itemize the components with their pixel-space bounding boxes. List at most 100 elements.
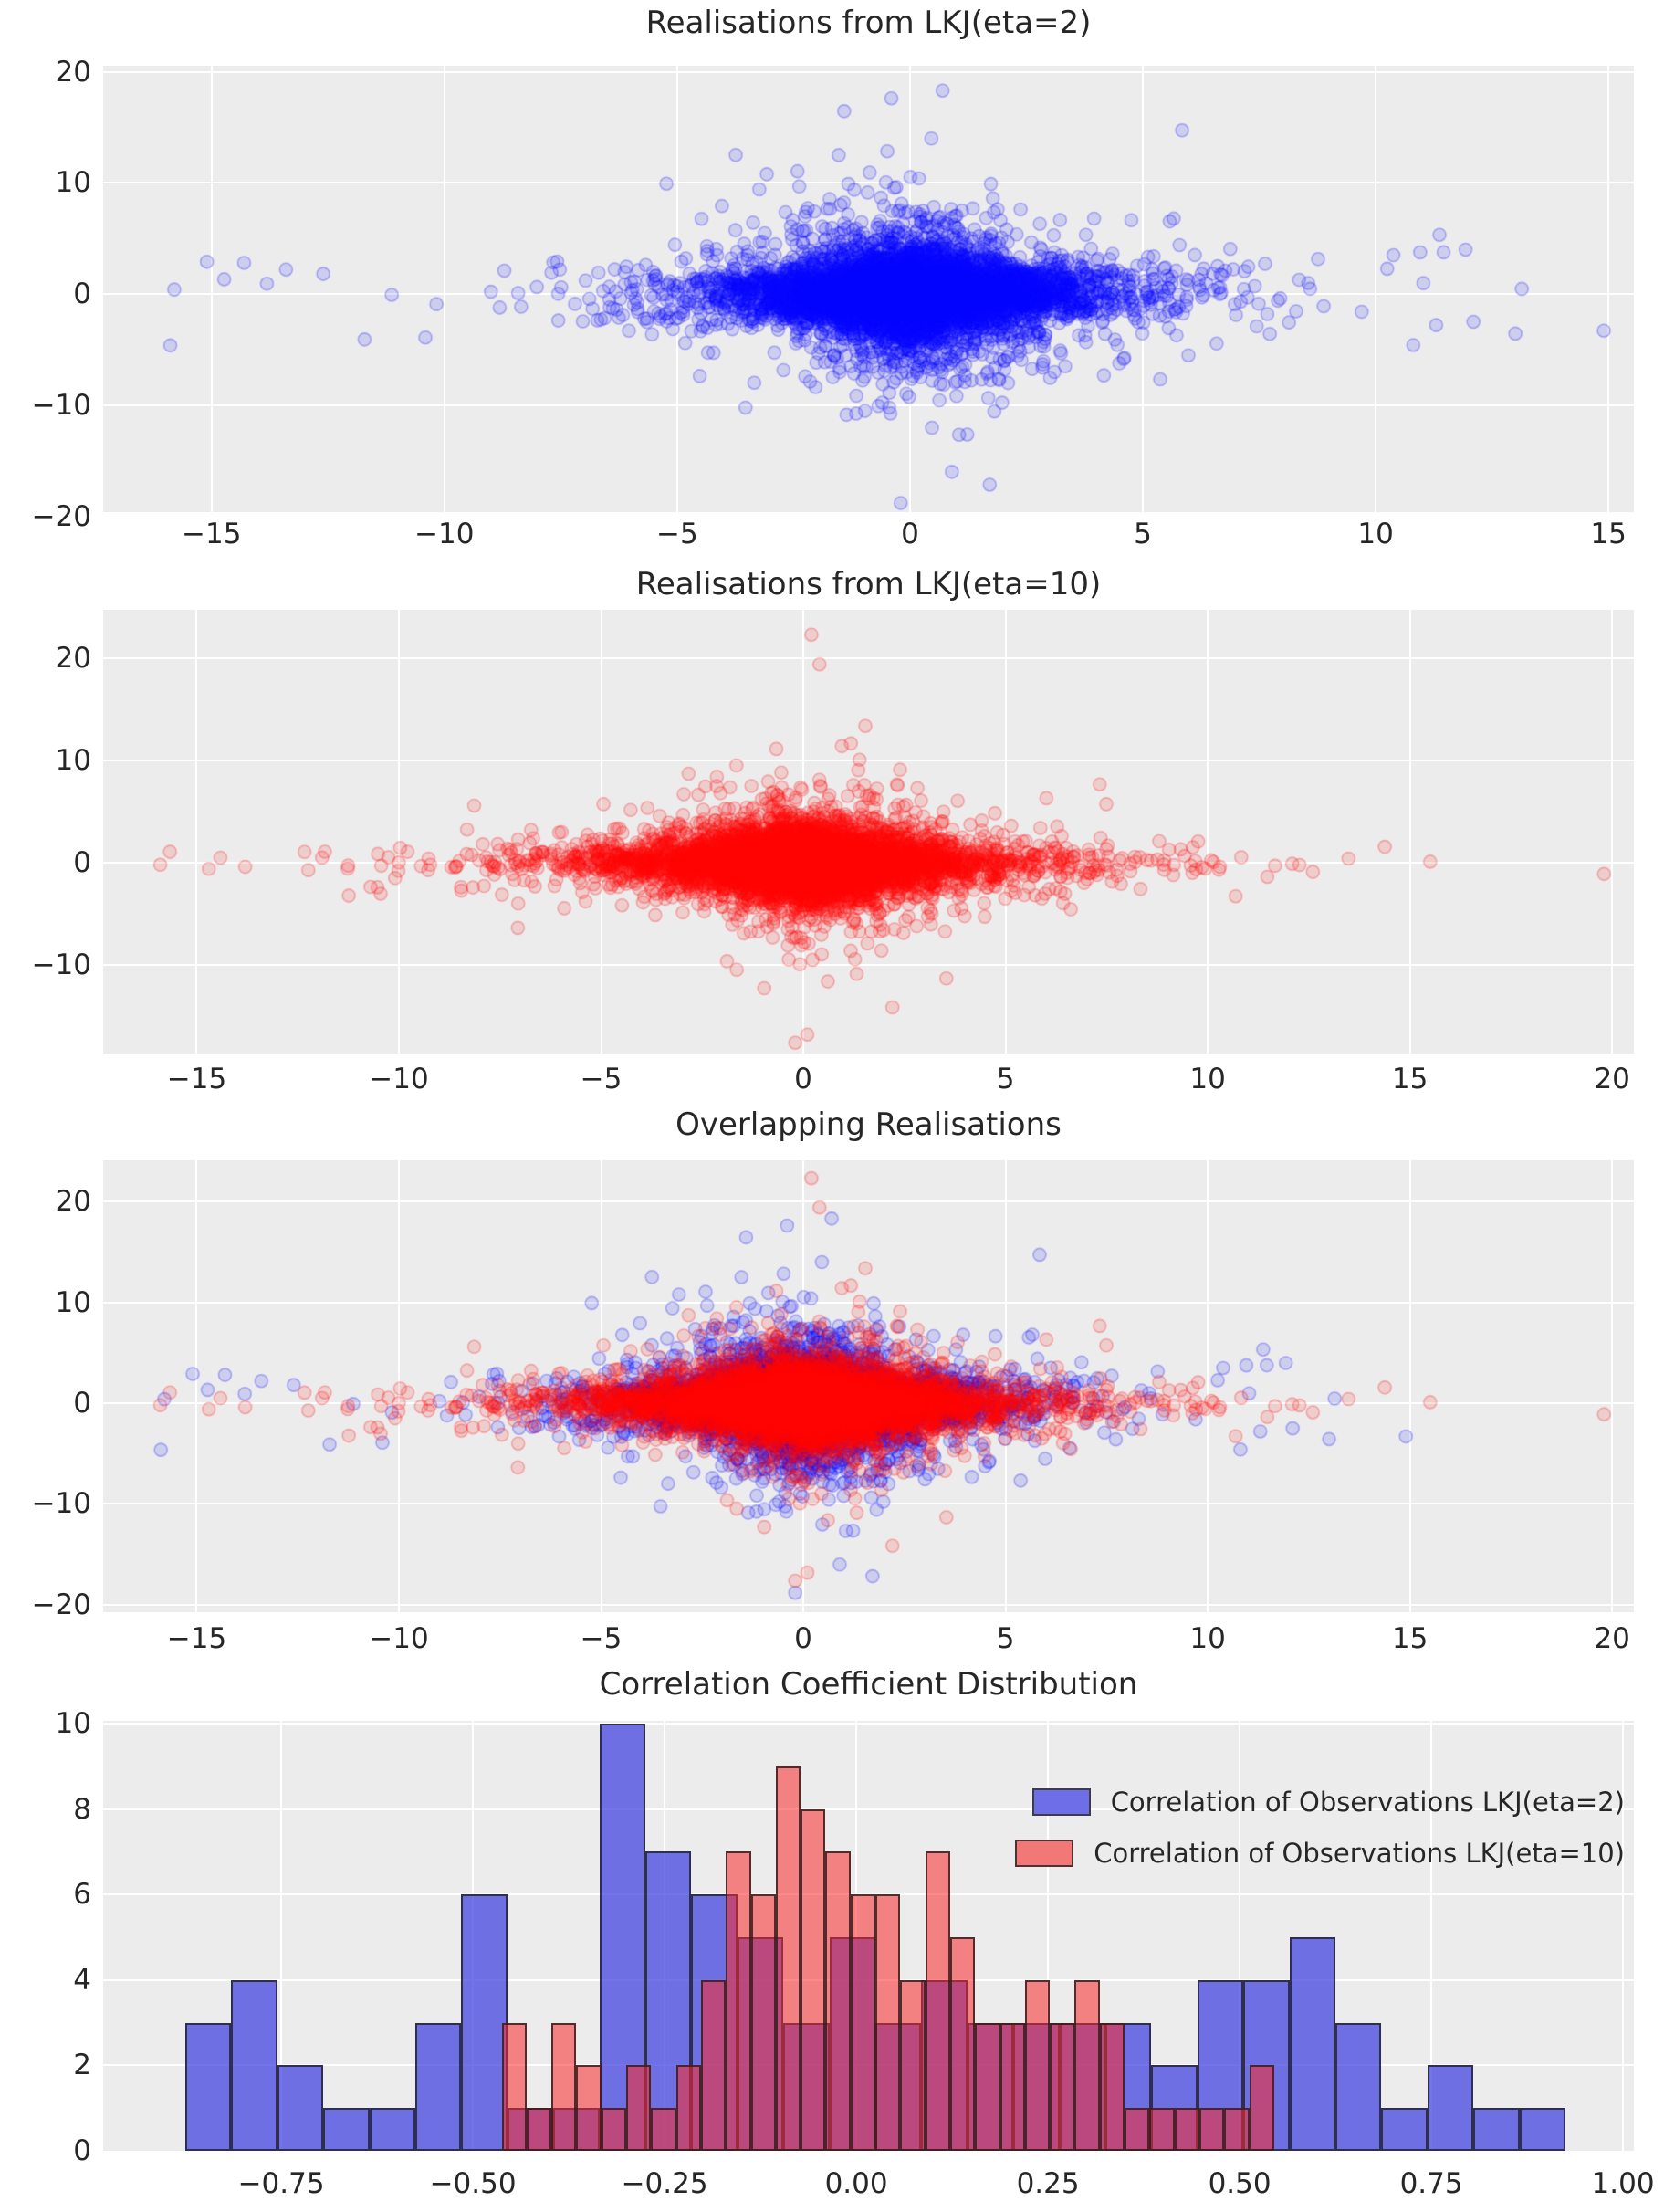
y-tick-label: 10 [55, 1285, 91, 1319]
x-tick-label: 10 [1189, 1622, 1226, 1655]
histogram-bar-eta2 [1473, 2108, 1520, 2151]
histogram-bar-eta10 [601, 2108, 627, 2151]
histogram-bar-eta10 [1149, 2108, 1175, 2151]
histogram-bar-eta10 [1099, 2022, 1125, 2151]
y-tick-label: 0 [73, 278, 91, 311]
plot-title-lkj2: Realisations from LKJ(eta=2) [645, 5, 1092, 41]
histogram-bar-eta10 [651, 2108, 676, 2151]
plot-title-overlap: Overlapping Realisations [675, 1106, 1062, 1143]
histogram-bar-eta10 [850, 1894, 876, 2151]
histogram-bar-eta10 [975, 2022, 1000, 2151]
y-tick-label: 10 [55, 743, 91, 777]
x-tick-label: −5 [580, 1622, 623, 1655]
x-tick-label: 20 [1594, 1622, 1630, 1655]
y-tick-label: 20 [55, 641, 91, 675]
histogram-bar-eta10 [999, 2022, 1025, 2151]
legend-label-eta10: Correlation of Observations LKJ(eta=10) [1094, 1838, 1625, 1869]
histogram-bar-eta2 [461, 1894, 508, 2151]
y-tick-label: 4 [73, 1963, 91, 1997]
histogram-bar-eta10 [825, 1851, 851, 2151]
scatter-canvas [103, 610, 1634, 1054]
x-tick-label: −0.50 [429, 2167, 517, 2200]
y-tick-label: −10 [31, 949, 91, 982]
histogram-bar-eta10 [576, 2065, 602, 2151]
y-tick-label: 8 [73, 1792, 91, 1826]
histogram-bar-eta2 [277, 2065, 324, 2151]
histogram-bar-eta10 [1050, 2022, 1075, 2151]
histogram-bar-eta10 [875, 1894, 901, 2151]
plot-area-histogram: Correlation of Observations LKJ(eta=2) C… [103, 1721, 1634, 2151]
x-tick-label: −10 [369, 1063, 429, 1096]
histogram-bar-eta10 [700, 1979, 727, 2151]
plot-area-lkj10-scatter [103, 610, 1634, 1054]
x-tick-label: 1.00 [1591, 2167, 1655, 2200]
plot-title-histogram: Correlation Coefficient Distribution [599, 1666, 1138, 1703]
histogram-bar-eta10 [801, 1808, 826, 2151]
gridline-x [1239, 1721, 1241, 2151]
plot-area-overlap-scatter [103, 1160, 1634, 1612]
x-tick-label: −5 [580, 1063, 623, 1096]
histogram-bar-eta10 [1074, 1979, 1100, 2151]
x-tick-label: −15 [166, 1063, 227, 1096]
y-tick-label: −10 [31, 1487, 91, 1521]
y-tick-label: 0 [73, 2134, 91, 2167]
histogram-bar-eta10 [1224, 2108, 1250, 2151]
y-tick-label: 10 [55, 1707, 91, 1740]
plot-area-lkj2-scatter [103, 66, 1634, 512]
histogram-bar-eta10 [1249, 2065, 1274, 2151]
x-tick-label: 0.75 [1399, 2167, 1463, 2200]
x-tick-label: 0 [794, 1622, 812, 1655]
gridline-x [280, 1721, 283, 2151]
gridline-y [103, 1723, 1634, 1725]
x-tick-label: −10 [414, 518, 475, 550]
x-tick-label: −10 [369, 1622, 429, 1655]
y-tick-label: −20 [31, 1588, 91, 1621]
x-tick-label: 0.25 [1016, 2167, 1080, 2200]
legend-item-eta2: Correlation of Observations LKJ(eta=2) [1015, 1787, 1625, 1818]
histogram-bar-eta10 [726, 1851, 751, 2151]
histogram-legend: Correlation of Observations LKJ(eta=2) C… [1015, 1787, 1625, 1889]
histogram-bar-eta10 [1198, 2108, 1225, 2151]
y-tick-label: −20 [31, 499, 91, 533]
histogram-bar-eta2 [369, 2108, 416, 2151]
y-tick-label: 2 [73, 2049, 91, 2082]
histogram-bar-eta10 [675, 2065, 701, 2151]
gridline-x [1430, 1721, 1433, 2151]
x-tick-label: 15 [1590, 518, 1627, 550]
x-tick-label: 5 [996, 1063, 1015, 1096]
x-tick-label: −5 [656, 518, 698, 550]
histogram-bar-eta2 [323, 2108, 370, 2151]
histogram-bar-eta10 [900, 1979, 926, 2151]
histogram-bar-eta10 [1174, 2108, 1199, 2151]
histogram-bar-eta10 [526, 2108, 552, 2151]
gridline-y [103, 1893, 1634, 1896]
x-tick-label: 10 [1189, 1063, 1226, 1096]
y-tick-label: 20 [55, 55, 91, 89]
gridline-x [1047, 1721, 1050, 2151]
histogram-bar-eta2 [1519, 2108, 1566, 2151]
x-tick-label: −0.75 [237, 2167, 325, 2200]
legend-item-eta10: Correlation of Observations LKJ(eta=10) [1015, 1838, 1625, 1869]
histogram-bar-eta2 [185, 2022, 232, 2151]
legend-swatch-red [1015, 1840, 1074, 1867]
y-tick-label: 6 [73, 1878, 91, 1912]
x-tick-label: 20 [1594, 1063, 1630, 1096]
histogram-bar-eta10 [501, 2022, 527, 2151]
x-tick-label: 0.00 [824, 2167, 888, 2200]
histogram-bar-eta10 [925, 1851, 950, 2151]
x-tick-label: 5 [996, 1622, 1015, 1655]
y-tick-label: −10 [31, 388, 91, 422]
histogram-bar-eta2 [1427, 2065, 1474, 2151]
y-tick-label: 0 [73, 846, 91, 880]
histogram-bar-eta10 [551, 2022, 577, 2151]
plot-title-lkj10: Realisations from LKJ(eta=10) [635, 566, 1102, 603]
legend-label-eta2: Correlation of Observations LKJ(eta=2) [1110, 1787, 1625, 1818]
x-tick-label: 0 [794, 1063, 812, 1096]
histogram-bar-eta2 [1335, 2022, 1382, 2151]
x-tick-label: 0.50 [1208, 2167, 1272, 2200]
x-tick-label: 0 [901, 518, 919, 550]
histogram-bar-eta10 [1125, 2108, 1150, 2151]
gridline-y [103, 1808, 1634, 1810]
x-tick-label: 5 [1134, 518, 1152, 550]
histogram-bar-eta2 [1289, 1937, 1336, 2151]
